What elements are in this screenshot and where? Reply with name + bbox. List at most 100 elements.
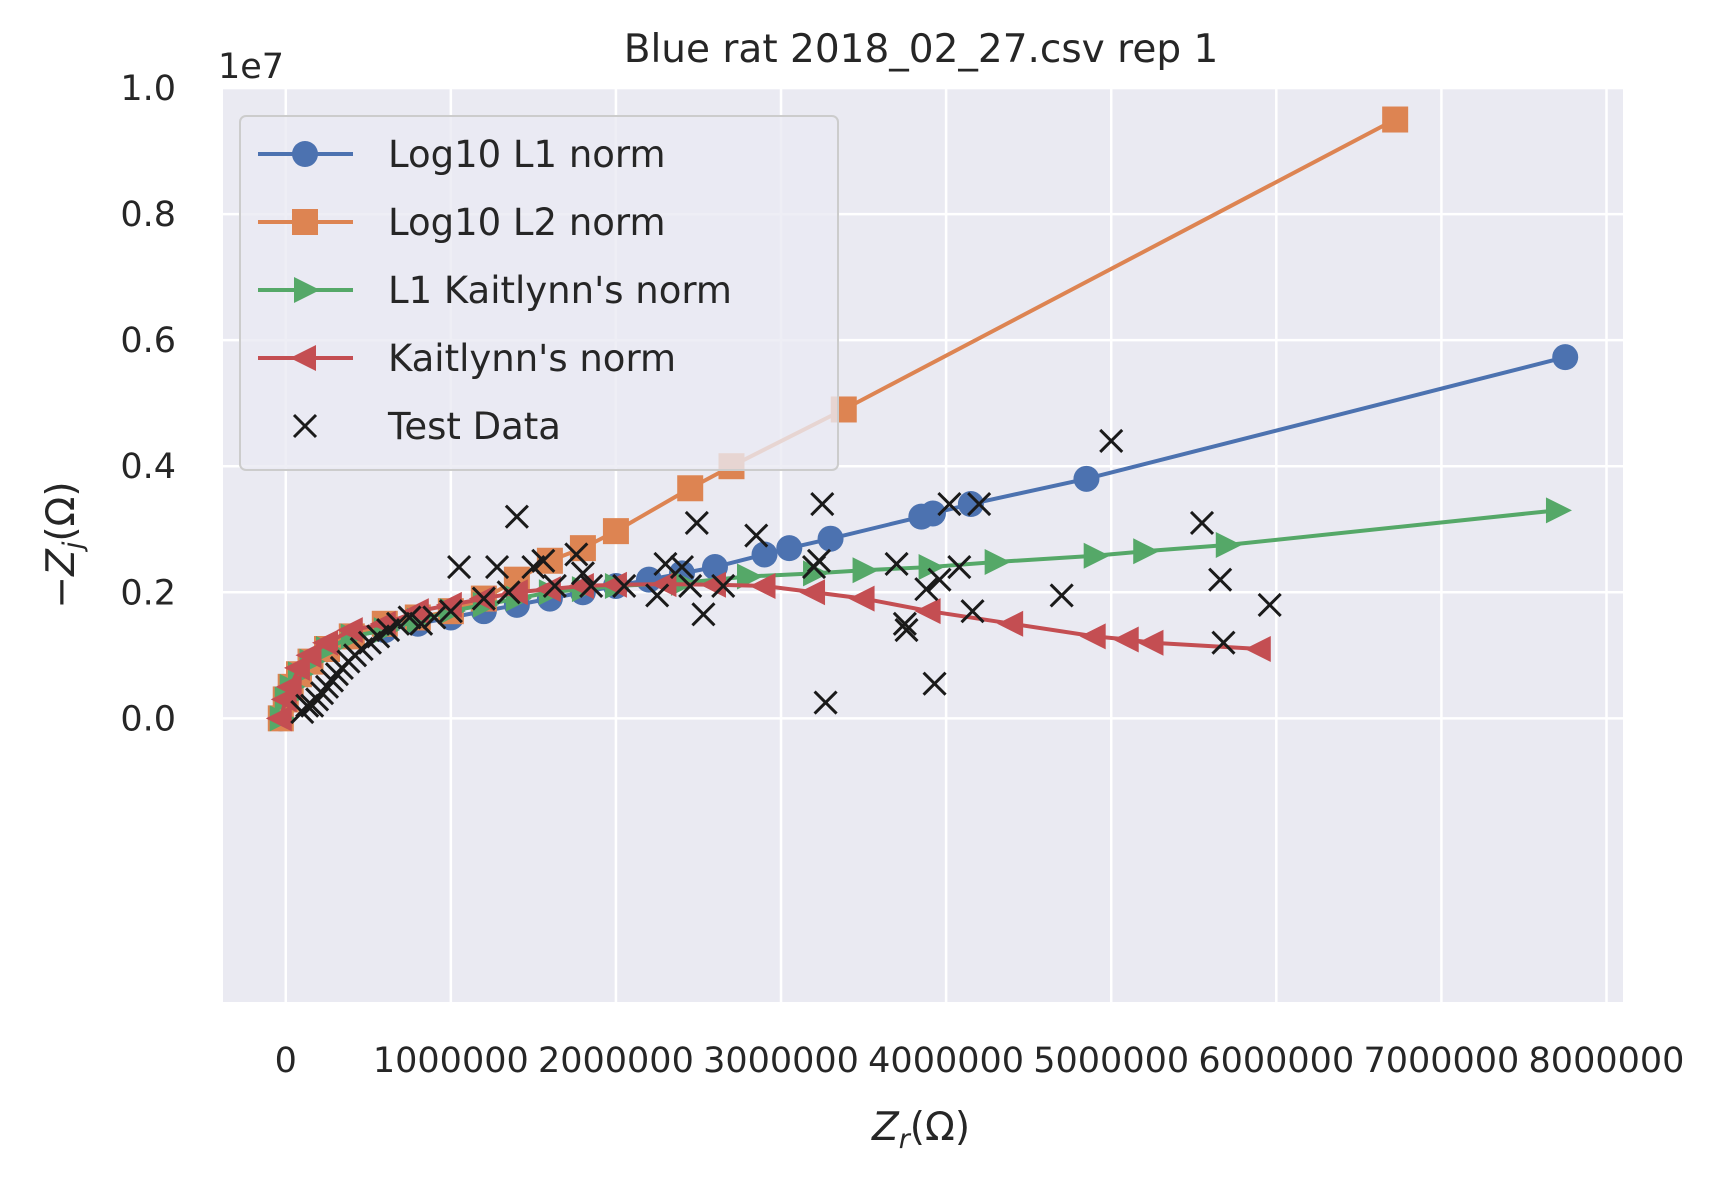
test-data-point [645, 583, 670, 608]
legend-label: Kaitlynn's norm [388, 337, 676, 380]
test-data-point [564, 542, 589, 567]
x-tick-label: 6000000 [1198, 1041, 1354, 1081]
test-data-point [542, 573, 567, 599]
test-data-point [1189, 510, 1215, 535]
test-data-point [1049, 583, 1074, 608]
data-point [1244, 636, 1271, 663]
data-point [918, 554, 945, 581]
x-tick-labels: 0 1000000 2000000 3000000 4000000 5000000 6000… [275, 1041, 1685, 1081]
series-3 [265, 571, 1271, 732]
data-point [751, 541, 778, 568]
data-point [295, 642, 322, 669]
data-point [1137, 629, 1164, 656]
data-point [919, 500, 946, 527]
test-data-point [1208, 567, 1233, 592]
test-data-point [960, 599, 985, 624]
legend-entries: Log10 L1 norm Log10 L2 norm L1 Kaitlynn's … [258, 133, 732, 448]
test-data-point [927, 567, 952, 592]
test-data-point [496, 580, 521, 605]
data-point [312, 629, 339, 656]
legend-entry: Test Data [292, 405, 561, 448]
test-data-point [669, 555, 695, 580]
test-data-point [1257, 592, 1282, 617]
legend-marker [294, 277, 320, 303]
legend-marker [290, 345, 316, 371]
test-data-point [806, 548, 832, 573]
test-data-point [1099, 428, 1124, 454]
data-point [776, 535, 803, 562]
data-point [817, 525, 844, 552]
test-data-point [397, 605, 422, 630]
test-data-point [531, 548, 556, 573]
test-data-point [967, 491, 992, 517]
x-tick-label: 7000000 [1363, 1041, 1519, 1081]
test-data-point [810, 491, 835, 517]
y-tick-label: 1.0 [120, 69, 176, 109]
legend-label: Test Data [387, 405, 561, 448]
data-point [852, 557, 879, 584]
data-point [1382, 106, 1409, 133]
data-point [1215, 532, 1242, 558]
test-data-point [684, 510, 709, 535]
y-tick-label: 0.4 [120, 447, 176, 487]
test-data-point [447, 555, 472, 580]
test-data-point [947, 555, 972, 580]
x-tick-label: 5000000 [1033, 1041, 1189, 1081]
chart-title: Blue rat 2018_02_27.csv rep 1 [624, 27, 1219, 72]
data-point [336, 617, 363, 644]
legend-box [239, 115, 839, 471]
x-tick-label: 0 [275, 1041, 297, 1081]
data-point [749, 572, 776, 599]
test-data-point [813, 690, 838, 715]
data-point [1112, 626, 1139, 653]
test-data-point [884, 551, 909, 576]
legend: Log10 L1 norm Log10 L2 norm L1 Kaitlynn's … [239, 115, 839, 471]
data-point [435, 591, 462, 618]
test-data-point [892, 611, 917, 636]
legend-entry: L1 Kaitlynn's norm [258, 269, 732, 312]
test-data-point [922, 671, 947, 696]
test-data-point [744, 523, 769, 548]
y-tick-label: 0.2 [120, 573, 176, 613]
data-point [1133, 538, 1160, 565]
legend-entry: Kaitlynn's norm [258, 337, 676, 380]
data-point [1073, 465, 1100, 492]
data-point [997, 610, 1024, 637]
test-data-point [937, 491, 962, 517]
x-tick-label: 4000000 [868, 1041, 1024, 1081]
data-point [275, 673, 302, 700]
x-tick-label: 2000000 [538, 1041, 694, 1081]
y-tick-label: 0.8 [120, 195, 176, 235]
test-data-point [422, 605, 447, 630]
test-data-point [438, 599, 463, 624]
test-data-point [1211, 630, 1236, 655]
data-point [677, 475, 704, 502]
data-point [602, 518, 629, 545]
x-tick-label: 8000000 [1529, 1041, 1685, 1081]
legend-entry: Log10 L1 norm [258, 133, 666, 176]
test-data-layer [290, 428, 1282, 725]
data-point [265, 705, 292, 732]
test-data-point [385, 611, 411, 636]
test-data-point [579, 573, 604, 599]
test-data-point [914, 577, 939, 602]
data-point [984, 549, 1011, 576]
x-axis-label-unit: (Ω) [910, 1105, 970, 1150]
data-point [701, 554, 728, 581]
y-tick-label: 0.6 [120, 321, 176, 361]
test-data-point [570, 561, 595, 586]
data-point [650, 571, 677, 598]
legend-label: Log10 L1 norm [388, 133, 666, 176]
data-point [1552, 344, 1579, 371]
legend-marker [292, 413, 318, 439]
x-tick-label: 3000000 [703, 1041, 859, 1081]
test-data-point [691, 602, 716, 627]
y-tick-label: 0.0 [120, 699, 176, 739]
test-data-point [678, 573, 703, 599]
data-point [1545, 497, 1572, 524]
data-point [1079, 623, 1106, 650]
data-point [914, 598, 941, 625]
data-point [737, 563, 763, 590]
test-data-point [504, 504, 529, 529]
test-data-point [484, 555, 510, 580]
